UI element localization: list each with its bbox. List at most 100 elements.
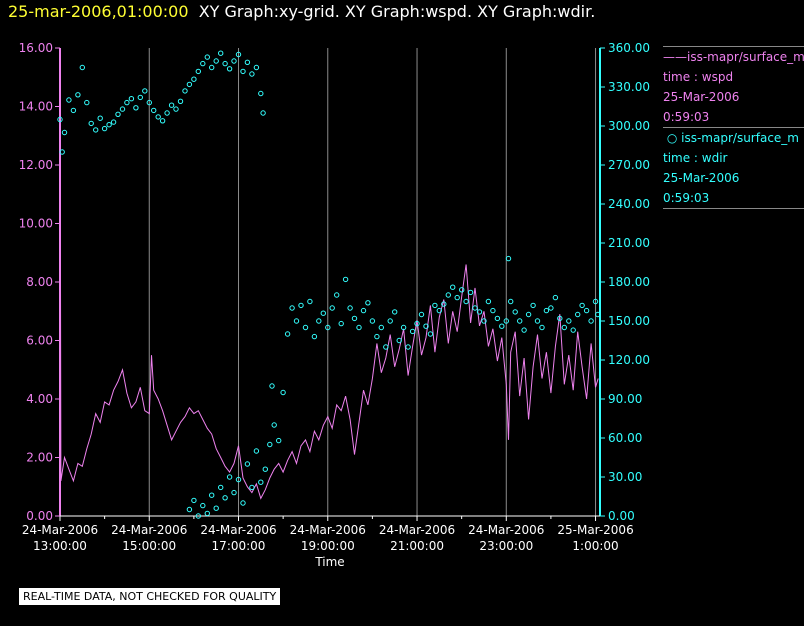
- series-wdir-point: [307, 298, 313, 305]
- series-wdir-point: [249, 484, 255, 491]
- series-wdir-point: [583, 307, 590, 314]
- series-wdir-point: [133, 105, 139, 111]
- x-tick-date: 24-Mar-2006: [111, 523, 187, 537]
- x-tick-time: 17:00:00: [212, 539, 266, 553]
- series-wdir-point: [445, 292, 451, 298]
- series-wdir-point: [110, 119, 117, 125]
- x-tick-date: 24-Mar-2006: [379, 523, 455, 537]
- series-wdir-point: [472, 305, 478, 311]
- series-wdir-point: [543, 307, 550, 314]
- series-wdir-point: [383, 344, 389, 350]
- series-wdir-point: [191, 76, 197, 82]
- legend-wspd-variable: time : wspd: [663, 70, 734, 84]
- series-wdir-point: [280, 389, 286, 396]
- series-wdir-point: [592, 298, 599, 305]
- series-wdir-point: [298, 302, 304, 309]
- series-wdir-point: [459, 287, 465, 293]
- series-wdir-point: [311, 333, 318, 340]
- y-right-tick-label: 150.00: [608, 314, 650, 328]
- x-tick-time: 13:00:00: [33, 539, 87, 553]
- series-wdir-point: [463, 298, 469, 305]
- series-wdir-point: [360, 307, 367, 314]
- series-wdir-point: [521, 327, 527, 333]
- series-wdir-point: [490, 307, 496, 314]
- series-wdir-point: [260, 110, 266, 116]
- series-wdir-point: [226, 474, 233, 480]
- series-wdir-point: [93, 127, 99, 133]
- series-wdir-point: [396, 337, 402, 344]
- series-wdir-point: [418, 311, 425, 318]
- series-wdir-point: [414, 320, 420, 327]
- series-wdir-point: [374, 333, 380, 340]
- series-wdir-point: [570, 327, 576, 333]
- series-wdir-point: [276, 437, 282, 444]
- series-wdir-point: [595, 311, 601, 318]
- quality-note: REAL-TIME DATA, NOT CHECKED FOR QUALITY: [19, 588, 281, 605]
- series-wdir-point: [454, 294, 460, 301]
- series-wdir-point: [269, 383, 275, 389]
- series-wdir-point: [325, 324, 331, 331]
- series-wdir-point: [476, 309, 483, 315]
- series-wdir-point: [400, 324, 407, 331]
- series-wdir-point: [481, 318, 487, 324]
- series-wdir-point: [240, 68, 246, 75]
- x-tick-time: 21:00:00: [390, 539, 444, 553]
- y-left-tick-label: 8.00: [26, 275, 53, 289]
- series-wdir-point: [517, 318, 523, 324]
- series-wdir-point: [244, 461, 251, 467]
- series-wdir-point: [512, 309, 518, 315]
- series-wdir-point: [195, 68, 202, 75]
- series-wdir-point: [271, 422, 277, 428]
- legend-wspd-time: 0:59:03: [663, 110, 710, 124]
- y-right-tick-label: 240.00: [608, 197, 650, 211]
- series-wdir-point: [494, 315, 501, 322]
- series-wdir-point: [249, 71, 255, 77]
- series-wdir-point: [356, 324, 362, 331]
- series-wdir-point: [200, 502, 206, 509]
- series-wdir-point: [566, 318, 572, 324]
- series-wdir-point: [235, 51, 242, 58]
- series-wdir-point: [240, 500, 246, 506]
- series-wdir-point: [534, 318, 541, 324]
- series-wdir-point: [561, 324, 567, 331]
- legend-wspd-source: ——iss-mapr/surface_m: [663, 46, 804, 67]
- series-wdir-point: [231, 489, 237, 496]
- series-wdir-point: [365, 300, 371, 306]
- series-wdir-point: [369, 318, 376, 324]
- series-wdir-point: [253, 64, 260, 71]
- series-wdir-point: [186, 81, 193, 88]
- title-timestamp: 25-mar-2006,01:00:00: [8, 2, 189, 21]
- y-right-tick-label: 30.00: [608, 470, 642, 484]
- series-wdir-point: [293, 318, 300, 324]
- series-wdir-point: [503, 318, 509, 324]
- series-wdir-point: [432, 302, 438, 309]
- series-wdir-point: [106, 122, 112, 128]
- series-wdir-point: [557, 315, 563, 322]
- series-wdir-point: [575, 311, 581, 318]
- legend-wspd-date: 25-Mar-2006: [663, 90, 740, 104]
- series-wdir-point: [525, 311, 532, 318]
- series-wdir-point: [191, 497, 197, 504]
- series-wdir-point: [218, 484, 224, 491]
- series-wdir-point: [209, 492, 215, 498]
- legend-wdir-source: ○ iss-mapr/surface_m: [663, 127, 804, 148]
- series-wdir-point: [351, 315, 358, 322]
- series-wdir-point: [552, 294, 559, 301]
- series-wdir-point: [79, 64, 86, 71]
- series-wdir-point: [508, 298, 514, 305]
- y-right-tick-label: 60.00: [608, 431, 642, 445]
- series-wdir-point: [213, 505, 219, 511]
- legend-wdir-time: 0:59:03: [663, 191, 710, 205]
- series-wdir-point: [142, 88, 148, 94]
- series-wdir-point: [244, 59, 251, 65]
- legend-wdir-date: 25-Mar-2006: [663, 171, 740, 185]
- x-tick-time: 19:00:00: [301, 539, 355, 553]
- y-right-tick-label: 270.00: [608, 158, 650, 172]
- series-wdir-point: [316, 318, 322, 324]
- series-wdir-point: [499, 323, 505, 329]
- series-wdir-point: [284, 331, 291, 337]
- series-wdir-point: [66, 97, 72, 103]
- series-wdir-point: [204, 510, 211, 517]
- y-right-tick-label: 300.00: [608, 119, 650, 133]
